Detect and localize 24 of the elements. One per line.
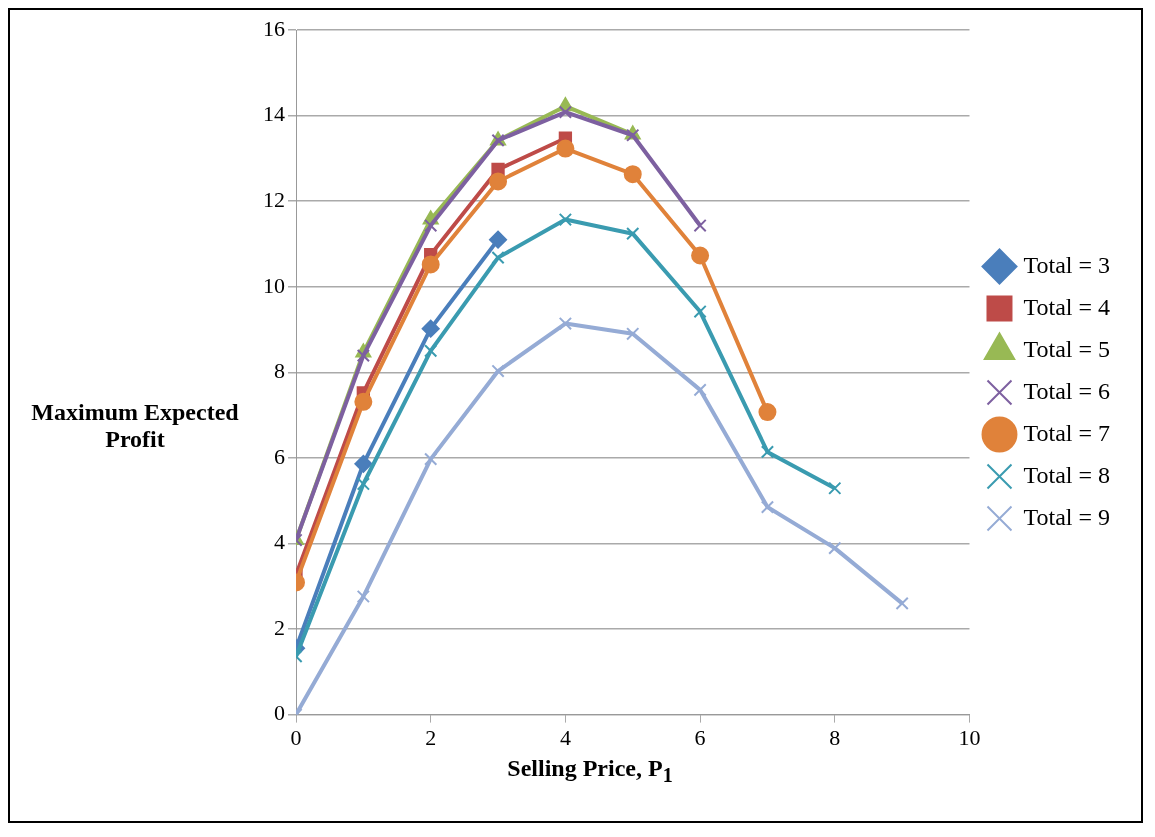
y-tick-label: 10: [263, 272, 285, 298]
x-tick-label: 0: [290, 724, 302, 750]
y-tick-label: 6: [274, 443, 285, 469]
y-tick-label: 14: [263, 101, 285, 127]
legend-label: Total = 7: [1023, 419, 1111, 446]
x-tick-label: 10: [958, 724, 981, 750]
x-tick-label: 2: [425, 724, 437, 750]
x-tick-label: 4: [559, 724, 571, 750]
y-tick-label: 8: [274, 358, 285, 384]
legend-label: Total = 5: [1023, 335, 1111, 362]
x-axis-title: Selling Price, P$_{1}$: [506, 755, 674, 787]
y-tick-label: 0: [274, 700, 285, 726]
x-tick-label: 8: [829, 724, 841, 750]
y-tick-label: 4: [274, 529, 285, 555]
x-tick-label: 6: [694, 724, 706, 750]
legend-label: Total = 4: [1023, 293, 1111, 320]
y-tick-label: 16: [263, 15, 285, 41]
legend-label: Total = 9: [1023, 503, 1111, 530]
y-axis-title: Maximum Expected Profit: [30, 398, 240, 453]
y-tick-label: 12: [263, 186, 285, 212]
y-tick-label: 2: [274, 614, 285, 640]
legend-label: Total = 8: [1023, 461, 1111, 488]
legend-label: Total = 6: [1023, 377, 1111, 404]
legend-label: Total = 3: [1023, 251, 1111, 278]
